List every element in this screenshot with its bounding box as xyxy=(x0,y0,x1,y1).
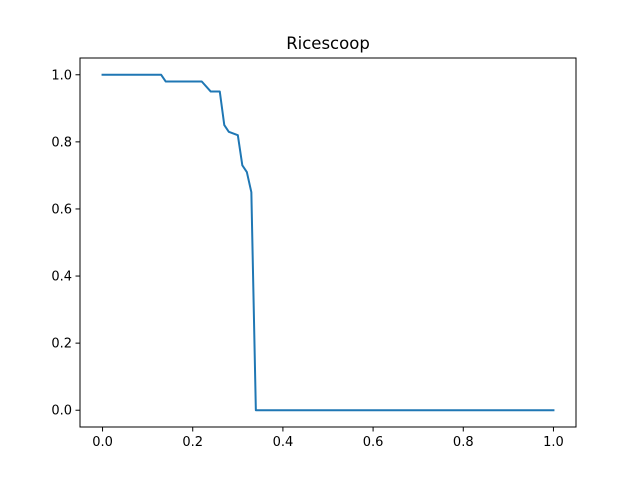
y-tick-label: 0.4 xyxy=(51,270,72,285)
x-tick-label: 0.8 xyxy=(453,435,474,450)
x-tick-label: 0.4 xyxy=(273,435,294,450)
x-tick-label: 0.0 xyxy=(92,435,113,450)
y-tick-label: 1.0 xyxy=(51,68,72,83)
chart-title: Ricescoop xyxy=(286,34,370,53)
x-tick-label: 0.6 xyxy=(363,435,384,450)
series-line-0 xyxy=(101,73,555,412)
x-axis-ticks: 0.0 0.2 0.4 0.6 0.8 1.0 xyxy=(92,427,564,450)
y-tick-label: 0.6 xyxy=(51,202,72,217)
series-layer xyxy=(101,73,555,412)
plot-area-frame xyxy=(79,57,577,428)
x-tick-label: 0.2 xyxy=(182,435,203,450)
y-tick-label: 0.2 xyxy=(51,337,72,352)
y-axis-ticks: 0.0 0.2 0.4 0.6 0.8 1.0 xyxy=(51,68,80,419)
x-tick-label: 1.0 xyxy=(543,435,564,450)
y-tick-label: 0.0 xyxy=(51,404,72,419)
y-tick-label: 0.8 xyxy=(51,135,72,150)
